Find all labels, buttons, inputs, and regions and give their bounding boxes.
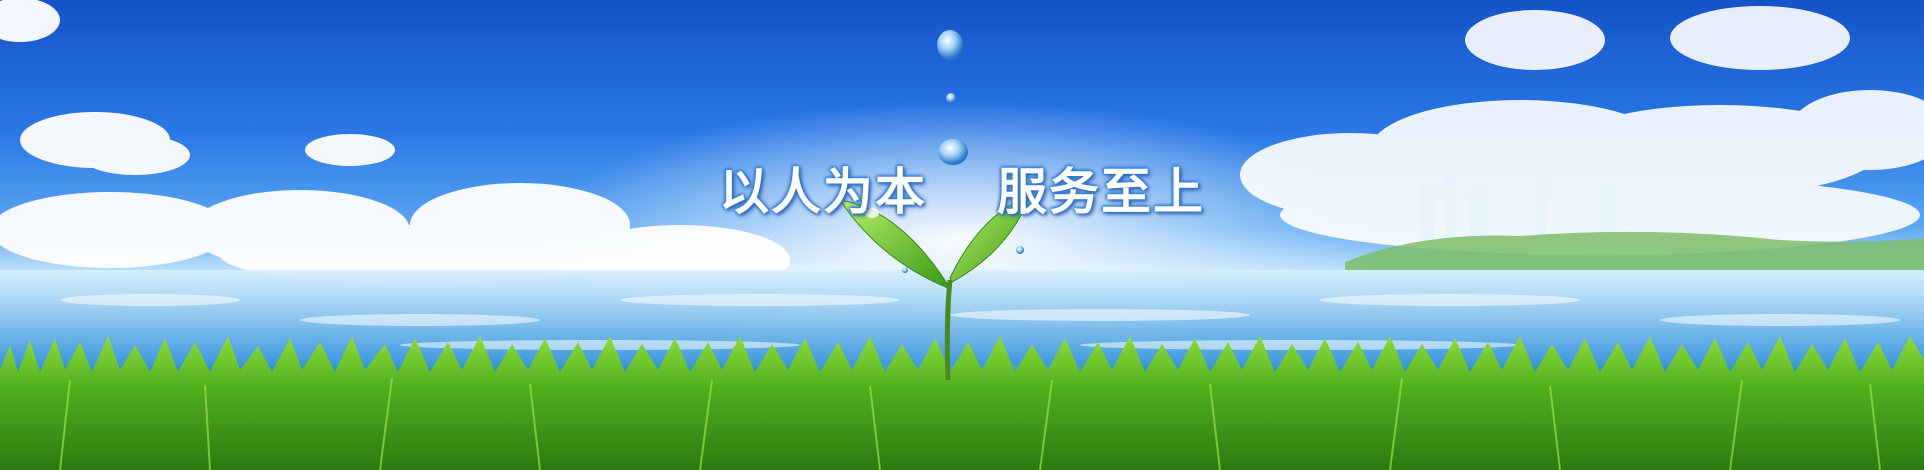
grass-icon (0, 336, 1924, 470)
slogan-left: 以人为本 (719, 163, 927, 221)
sprout-icon (838, 194, 1031, 381)
grass-highlights (59, 377, 1881, 470)
water-ripples (60, 294, 1900, 350)
island (1345, 175, 1924, 270)
slogan-right: 服务至上 (997, 163, 1205, 221)
water-drop-icon (902, 30, 1024, 273)
slogan: 以人为本 服务至上 (0, 152, 1924, 224)
